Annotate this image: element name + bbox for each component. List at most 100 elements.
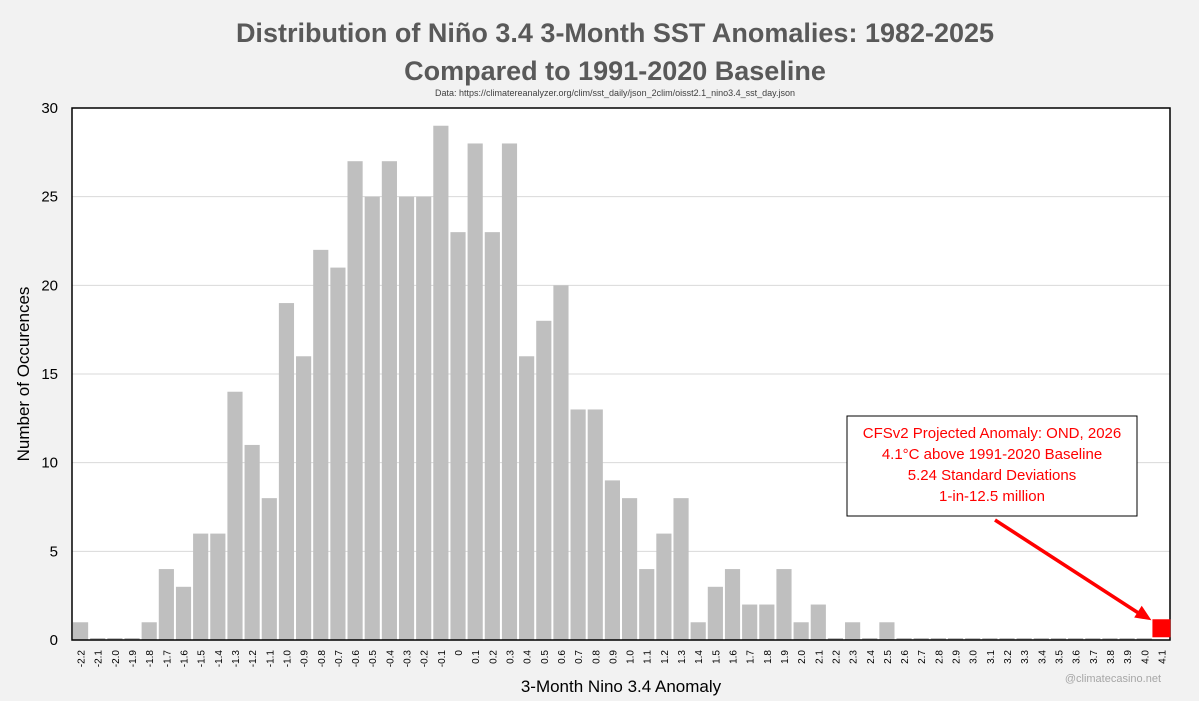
bar xyxy=(519,356,535,640)
y-axis-title: Number of Occurences xyxy=(14,287,33,462)
x-tick-label: 2.0 xyxy=(797,650,808,664)
x-tick-label: 4.0 xyxy=(1140,650,1151,664)
bar xyxy=(398,196,415,640)
x-tick-label: 1.1 xyxy=(643,650,654,664)
x-tick-label: 0.5 xyxy=(540,650,551,664)
bar xyxy=(553,285,569,640)
bar xyxy=(1136,638,1152,640)
x-tick-label: -1.5 xyxy=(197,650,208,668)
x-tick-label: -1.0 xyxy=(282,650,293,668)
x-tick-label: 0.4 xyxy=(523,650,534,664)
x-tick-label: 2.5 xyxy=(883,650,894,664)
x-tick-label: 1.9 xyxy=(780,650,791,664)
x-tick-label: 2.6 xyxy=(900,650,911,664)
y-tick-label: 20 xyxy=(41,277,58,294)
x-tick-label: -1.9 xyxy=(128,650,139,668)
x-tick-label: -0.6 xyxy=(351,650,362,668)
x-tick-label: 1.5 xyxy=(711,650,722,664)
x-tick-label: 1.3 xyxy=(677,650,688,664)
x-tick-label: -0.4 xyxy=(385,650,396,668)
x-tick-label: 1.0 xyxy=(626,650,637,664)
bar xyxy=(1085,638,1101,640)
bar xyxy=(381,161,397,640)
bar xyxy=(896,638,912,640)
annotation-box xyxy=(846,415,1138,517)
x-tick-label: -1.2 xyxy=(248,650,259,668)
x-tick-label: 0.6 xyxy=(557,650,568,664)
bar xyxy=(793,622,809,640)
bar xyxy=(158,569,174,640)
bar xyxy=(604,480,620,640)
bar xyxy=(193,533,209,640)
bar xyxy=(673,498,689,640)
bar xyxy=(124,638,140,640)
bar xyxy=(879,622,895,640)
arrowhead xyxy=(1134,605,1152,621)
annotation-line: 5.24 Standard Deviations xyxy=(908,467,1076,484)
bar xyxy=(947,638,964,640)
y-tick-label: 0 xyxy=(50,632,58,649)
x-axis-title: 3-Month Nino 3.4 Anomaly xyxy=(521,677,722,696)
bar xyxy=(827,638,844,640)
x-tick-label: 2.2 xyxy=(831,650,842,664)
x-tick-label: -0.1 xyxy=(437,650,448,668)
x-tick-label: -2.2 xyxy=(77,650,88,668)
bar xyxy=(90,638,106,640)
bar xyxy=(107,638,123,640)
bar xyxy=(296,356,312,640)
x-tick-label: -2.0 xyxy=(111,650,122,668)
x-tick-label: -1.6 xyxy=(180,650,191,668)
x-tick-label: -1.3 xyxy=(231,650,242,668)
x-tick-label: 0.1 xyxy=(471,650,482,664)
y-tick-label: 25 xyxy=(41,189,58,206)
y-tick-label: 5 xyxy=(50,543,58,560)
x-tick-label: 1.2 xyxy=(660,650,671,664)
x-tick-label: 3.8 xyxy=(1106,650,1117,664)
bar xyxy=(759,604,775,640)
x-tick-label: 3.4 xyxy=(1037,650,1048,664)
bar xyxy=(261,498,277,640)
annotation-line: CFSv2 Projected Anomaly: OND, 2026 xyxy=(863,425,1121,442)
bar xyxy=(330,267,346,640)
bar xyxy=(1033,638,1049,640)
x-tick-label: -0.3 xyxy=(403,650,414,668)
bar xyxy=(930,638,946,640)
x-tick-label: 3.3 xyxy=(1020,650,1031,664)
annotation-line: 4.1°C above 1991-2020 Baseline xyxy=(882,446,1102,463)
x-tick-label: 2.7 xyxy=(917,650,928,664)
annotation-arrow xyxy=(994,518,1145,618)
data-source-note: Data: https://climatereanalyzer.org/clim… xyxy=(434,88,795,98)
x-tick-label: 2.3 xyxy=(849,650,860,664)
annotation-line: 1-in-12.5 million xyxy=(939,488,1045,505)
x-tick-label: 0.2 xyxy=(488,650,499,664)
x-tick-label: 3.5 xyxy=(1054,650,1065,664)
x-tick-label: 4.1 xyxy=(1157,650,1168,664)
bar xyxy=(862,638,878,640)
y-tick-label: 15 xyxy=(41,366,58,383)
bar xyxy=(1050,638,1067,640)
x-tick-label: 0.8 xyxy=(591,650,602,664)
bar xyxy=(587,409,603,640)
bar xyxy=(982,638,998,640)
bar xyxy=(1102,638,1118,640)
x-tick-label: -1.7 xyxy=(162,650,173,668)
bar xyxy=(742,604,758,640)
bar xyxy=(913,638,929,640)
bar xyxy=(433,125,449,640)
bar xyxy=(484,232,500,640)
bar xyxy=(656,533,672,640)
x-tick-label: 1.6 xyxy=(729,650,740,664)
x-tick-label: 2.8 xyxy=(934,650,945,664)
bar xyxy=(707,586,723,640)
x-tick-label: 0.7 xyxy=(574,650,585,664)
x-tick-label: 0.3 xyxy=(505,650,516,664)
y-tick-label: 30 xyxy=(41,100,58,117)
bar xyxy=(536,320,552,640)
x-tick-label: 2.4 xyxy=(866,650,877,664)
x-tick-label: 3.7 xyxy=(1089,650,1100,664)
bar xyxy=(364,196,380,640)
bar xyxy=(175,586,192,640)
bar xyxy=(347,161,363,640)
x-tick-label: -1.8 xyxy=(145,650,156,668)
